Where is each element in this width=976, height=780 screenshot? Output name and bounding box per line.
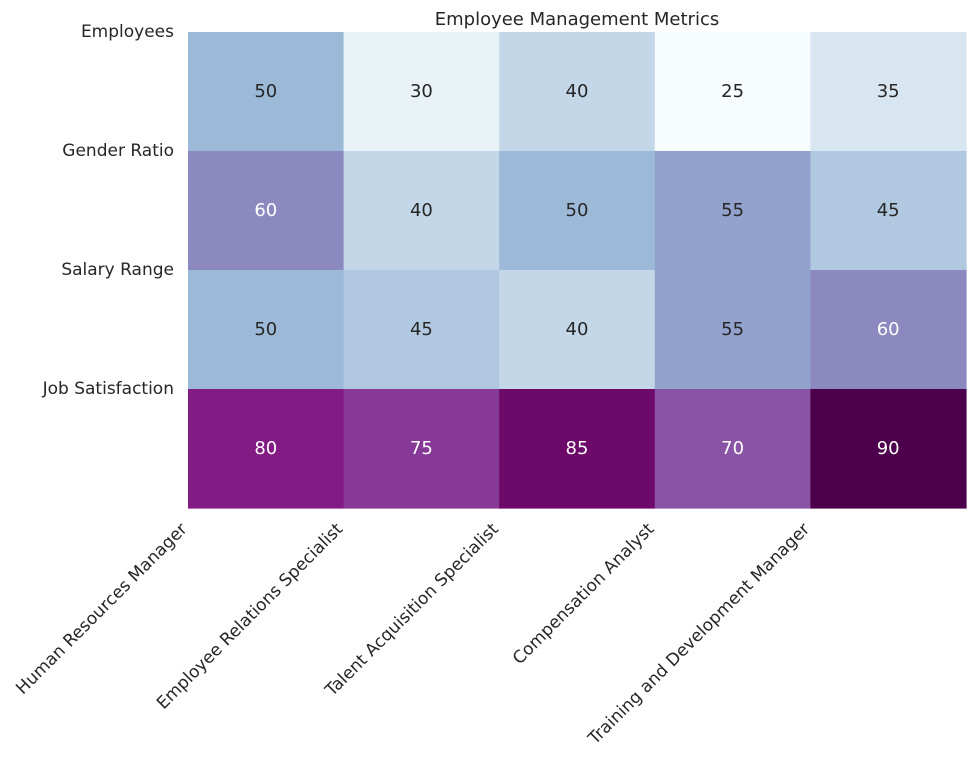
heatmap-cell	[654, 151, 811, 271]
heatmap-cell	[499, 32, 656, 152]
heatmap-cell	[188, 151, 345, 271]
chart-title: Employee Management Metrics	[435, 9, 720, 30]
cell-value-label: 80	[254, 438, 277, 459]
cell-value-label: 40	[566, 319, 589, 340]
cell-value-label: 75	[410, 438, 433, 459]
cell-value-label: 50	[254, 81, 277, 102]
cell-value-label: 45	[877, 200, 900, 221]
cell-value-label: 30	[410, 81, 433, 102]
cell-annotations: 50 30 40 25 35 60 40 50 55 45 50 45 40 55 60 80 75 85 70 90	[254, 81, 899, 459]
column-label: Employee Relations Specialist	[153, 519, 347, 713]
cell-value-label: 40	[410, 200, 433, 221]
heatmap-cell	[343, 32, 500, 152]
cell-value-label: 50	[566, 200, 589, 221]
cell-value-label: 55	[721, 319, 744, 340]
heatmap-cell	[343, 389, 500, 509]
heatmap-cell	[654, 270, 811, 390]
heatmap-cell	[810, 270, 967, 390]
heatmap-cell	[654, 32, 811, 152]
row-labels: Employees Gender Ratio Salary Range Job Sat…	[42, 22, 175, 399]
cell-value-label: 70	[721, 438, 744, 459]
row-label: Salary Range	[61, 260, 174, 280]
heatmap-cell	[188, 270, 345, 390]
heatmap-cell	[810, 32, 967, 152]
cell-value-label: 60	[254, 200, 277, 221]
heatmap-cell	[810, 389, 967, 509]
column-label: Talent Acquisition Specialist	[321, 519, 503, 701]
row-label: Gender Ratio	[62, 141, 174, 161]
heatmap-cell	[499, 151, 656, 271]
cell-value-label: 60	[877, 319, 900, 340]
heatmap-cell	[499, 270, 656, 390]
heatmap-cell	[343, 270, 500, 390]
heatmap-cell	[499, 389, 656, 509]
cell-value-label: 40	[566, 81, 589, 102]
row-label: Employees	[81, 22, 174, 42]
heatmap-cell	[188, 389, 345, 509]
cell-value-label: 55	[721, 200, 744, 221]
cell-value-label: 85	[566, 438, 589, 459]
cell-value-label: 25	[721, 81, 744, 102]
heatmap-cell	[188, 32, 345, 152]
cell-value-label: 90	[877, 438, 900, 459]
row-label: Job Satisfaction	[42, 379, 174, 399]
heatmap-cell	[343, 151, 500, 271]
heatmap-cell	[810, 151, 967, 271]
heatmap-cells	[188, 32, 967, 509]
cell-value-label: 35	[877, 81, 900, 102]
cell-value-label: 45	[410, 319, 433, 340]
column-label: Human Resources Manager	[12, 519, 191, 698]
heatmap-cell	[654, 389, 811, 509]
cell-value-label: 50	[254, 319, 277, 340]
column-label: Compensation Analyst	[509, 519, 659, 669]
